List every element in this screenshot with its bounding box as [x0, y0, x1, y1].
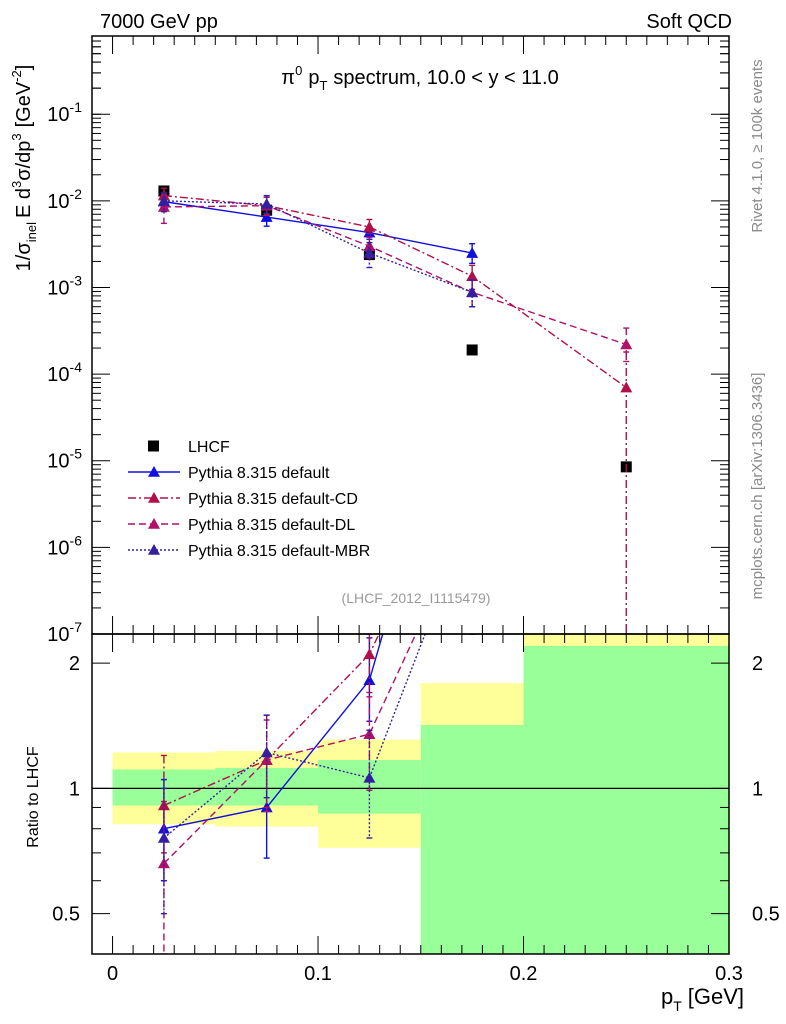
point-dl	[363, 240, 376, 251]
point-dl	[157, 857, 170, 869]
band-inner-3	[420, 725, 524, 954]
point-mbr	[363, 247, 376, 258]
legend-marker-dl	[148, 518, 160, 529]
plot-title: π0 pT spectrum, 10.0 < y < 11.0	[281, 63, 558, 93]
ratio-series-group	[157, 319, 478, 954]
point-default	[466, 319, 478, 330]
point-mbr	[157, 832, 170, 843]
point-default	[363, 674, 376, 685]
point-cd	[363, 648, 376, 660]
series-line-dl	[163, 204, 627, 346]
header-right-label: Soft QCD	[646, 11, 732, 33]
point-cd	[363, 220, 376, 232]
point-cd	[620, 381, 633, 393]
point-dl	[466, 507, 478, 518]
point-dl	[363, 728, 376, 739]
ratio-ytick-label-right: 0.5	[752, 904, 780, 926]
main-ytick-label: 10-4	[47, 359, 82, 386]
legend-label-cd: Pythia 8.315 default-CD	[188, 491, 358, 508]
main-ytick-label: 10-3	[47, 272, 82, 299]
legend-label-mbr: Pythia 8.315 default-MBR	[188, 543, 370, 560]
title-pi: π	[281, 67, 295, 89]
ratio-uncertainty-bands	[112, 634, 729, 954]
point-mbr	[260, 197, 273, 209]
legend-label-default: Pythia 8.315 default	[188, 465, 330, 482]
series-line-mbr	[163, 634, 426, 839]
legend-marker-data	[148, 440, 159, 452]
point-cd	[466, 270, 479, 281]
main-series-group	[157, 185, 633, 634]
ratio-ytick-label: 2	[69, 653, 80, 675]
rivet-version-label: Rivet 4.1.0, ≥ 100k events	[749, 59, 766, 232]
mcplots-label: mcplots.cern.ch [arXiv:1306.3436]	[749, 373, 766, 600]
title-p: p	[308, 67, 319, 89]
series-line-dl	[163, 634, 417, 864]
point-mbr	[466, 507, 478, 518]
main-ytick-label: 10-2	[47, 186, 82, 213]
series-line-default	[163, 634, 384, 830]
main-ytick-label: 10-5	[47, 446, 82, 473]
legend-marker-default	[148, 466, 160, 477]
series-line-mbr	[163, 200, 473, 293]
band-inner-4	[523, 645, 729, 954]
legend-label-dl: Pythia 8.315 default-DL	[188, 517, 355, 534]
lhcf-data-point	[466, 344, 478, 356]
legend-marker-mbr	[148, 544, 160, 555]
series-line-default	[163, 200, 473, 254]
point-default	[466, 247, 479, 258]
tick-labels: 10-7 10-6 10-5 10-4 10-3 10-2 10-1 0 0.1 0.2 0.3 0.…	[47, 99, 780, 985]
x-axis-label: pT [GeV]	[661, 984, 744, 1014]
ratio-xtick-label: 0.2	[510, 963, 538, 985]
main-ytick-label: 10-1	[47, 99, 82, 126]
legend-label-data: LHCF	[188, 439, 230, 456]
analysis-id-label: (LHCF_2012_I1115479)	[342, 590, 491, 606]
legend: LHCF Pythia 8.315 default Pythia 8.315 def…	[128, 439, 370, 560]
main-y-axis-label: 1/σinelE d3σ/dp3[GeV-2]	[9, 65, 39, 272]
title-rest: spectrum, 10.0 < y < 11.0	[333, 67, 558, 89]
point-dl	[620, 338, 633, 350]
ratio-ytick-label: 1	[69, 778, 80, 800]
main-ytick-label: 10-7	[47, 619, 82, 646]
ratio-panel-frame	[91, 633, 730, 955]
ratio-ytick-label: 0.5	[52, 904, 80, 926]
point-mbr	[157, 194, 170, 206]
ratio-xtick-label: 0.3	[715, 963, 743, 985]
point-mbr	[363, 771, 376, 783]
point-mbr	[466, 286, 479, 298]
title-subscript: T	[319, 78, 327, 93]
ratio-ytick-label-right: 2	[752, 653, 763, 675]
main-ytick-label: 10-6	[47, 532, 82, 559]
point-default	[260, 211, 273, 222]
header-left-label: 7000 GeV pp	[100, 11, 218, 33]
ratio-xtick-label: 0.1	[304, 963, 332, 985]
ratio-xtick-label: 0	[107, 963, 118, 985]
title-superscript: 0	[295, 63, 302, 78]
point-cd	[466, 431, 478, 442]
ratio-y-axis-label: Ratio to LHCF	[25, 746, 42, 848]
point-mbr	[260, 746, 273, 758]
series-line-cd	[163, 194, 627, 389]
legend-marker-cd	[148, 492, 160, 503]
ratio-ytick-label-right: 1	[752, 778, 763, 800]
